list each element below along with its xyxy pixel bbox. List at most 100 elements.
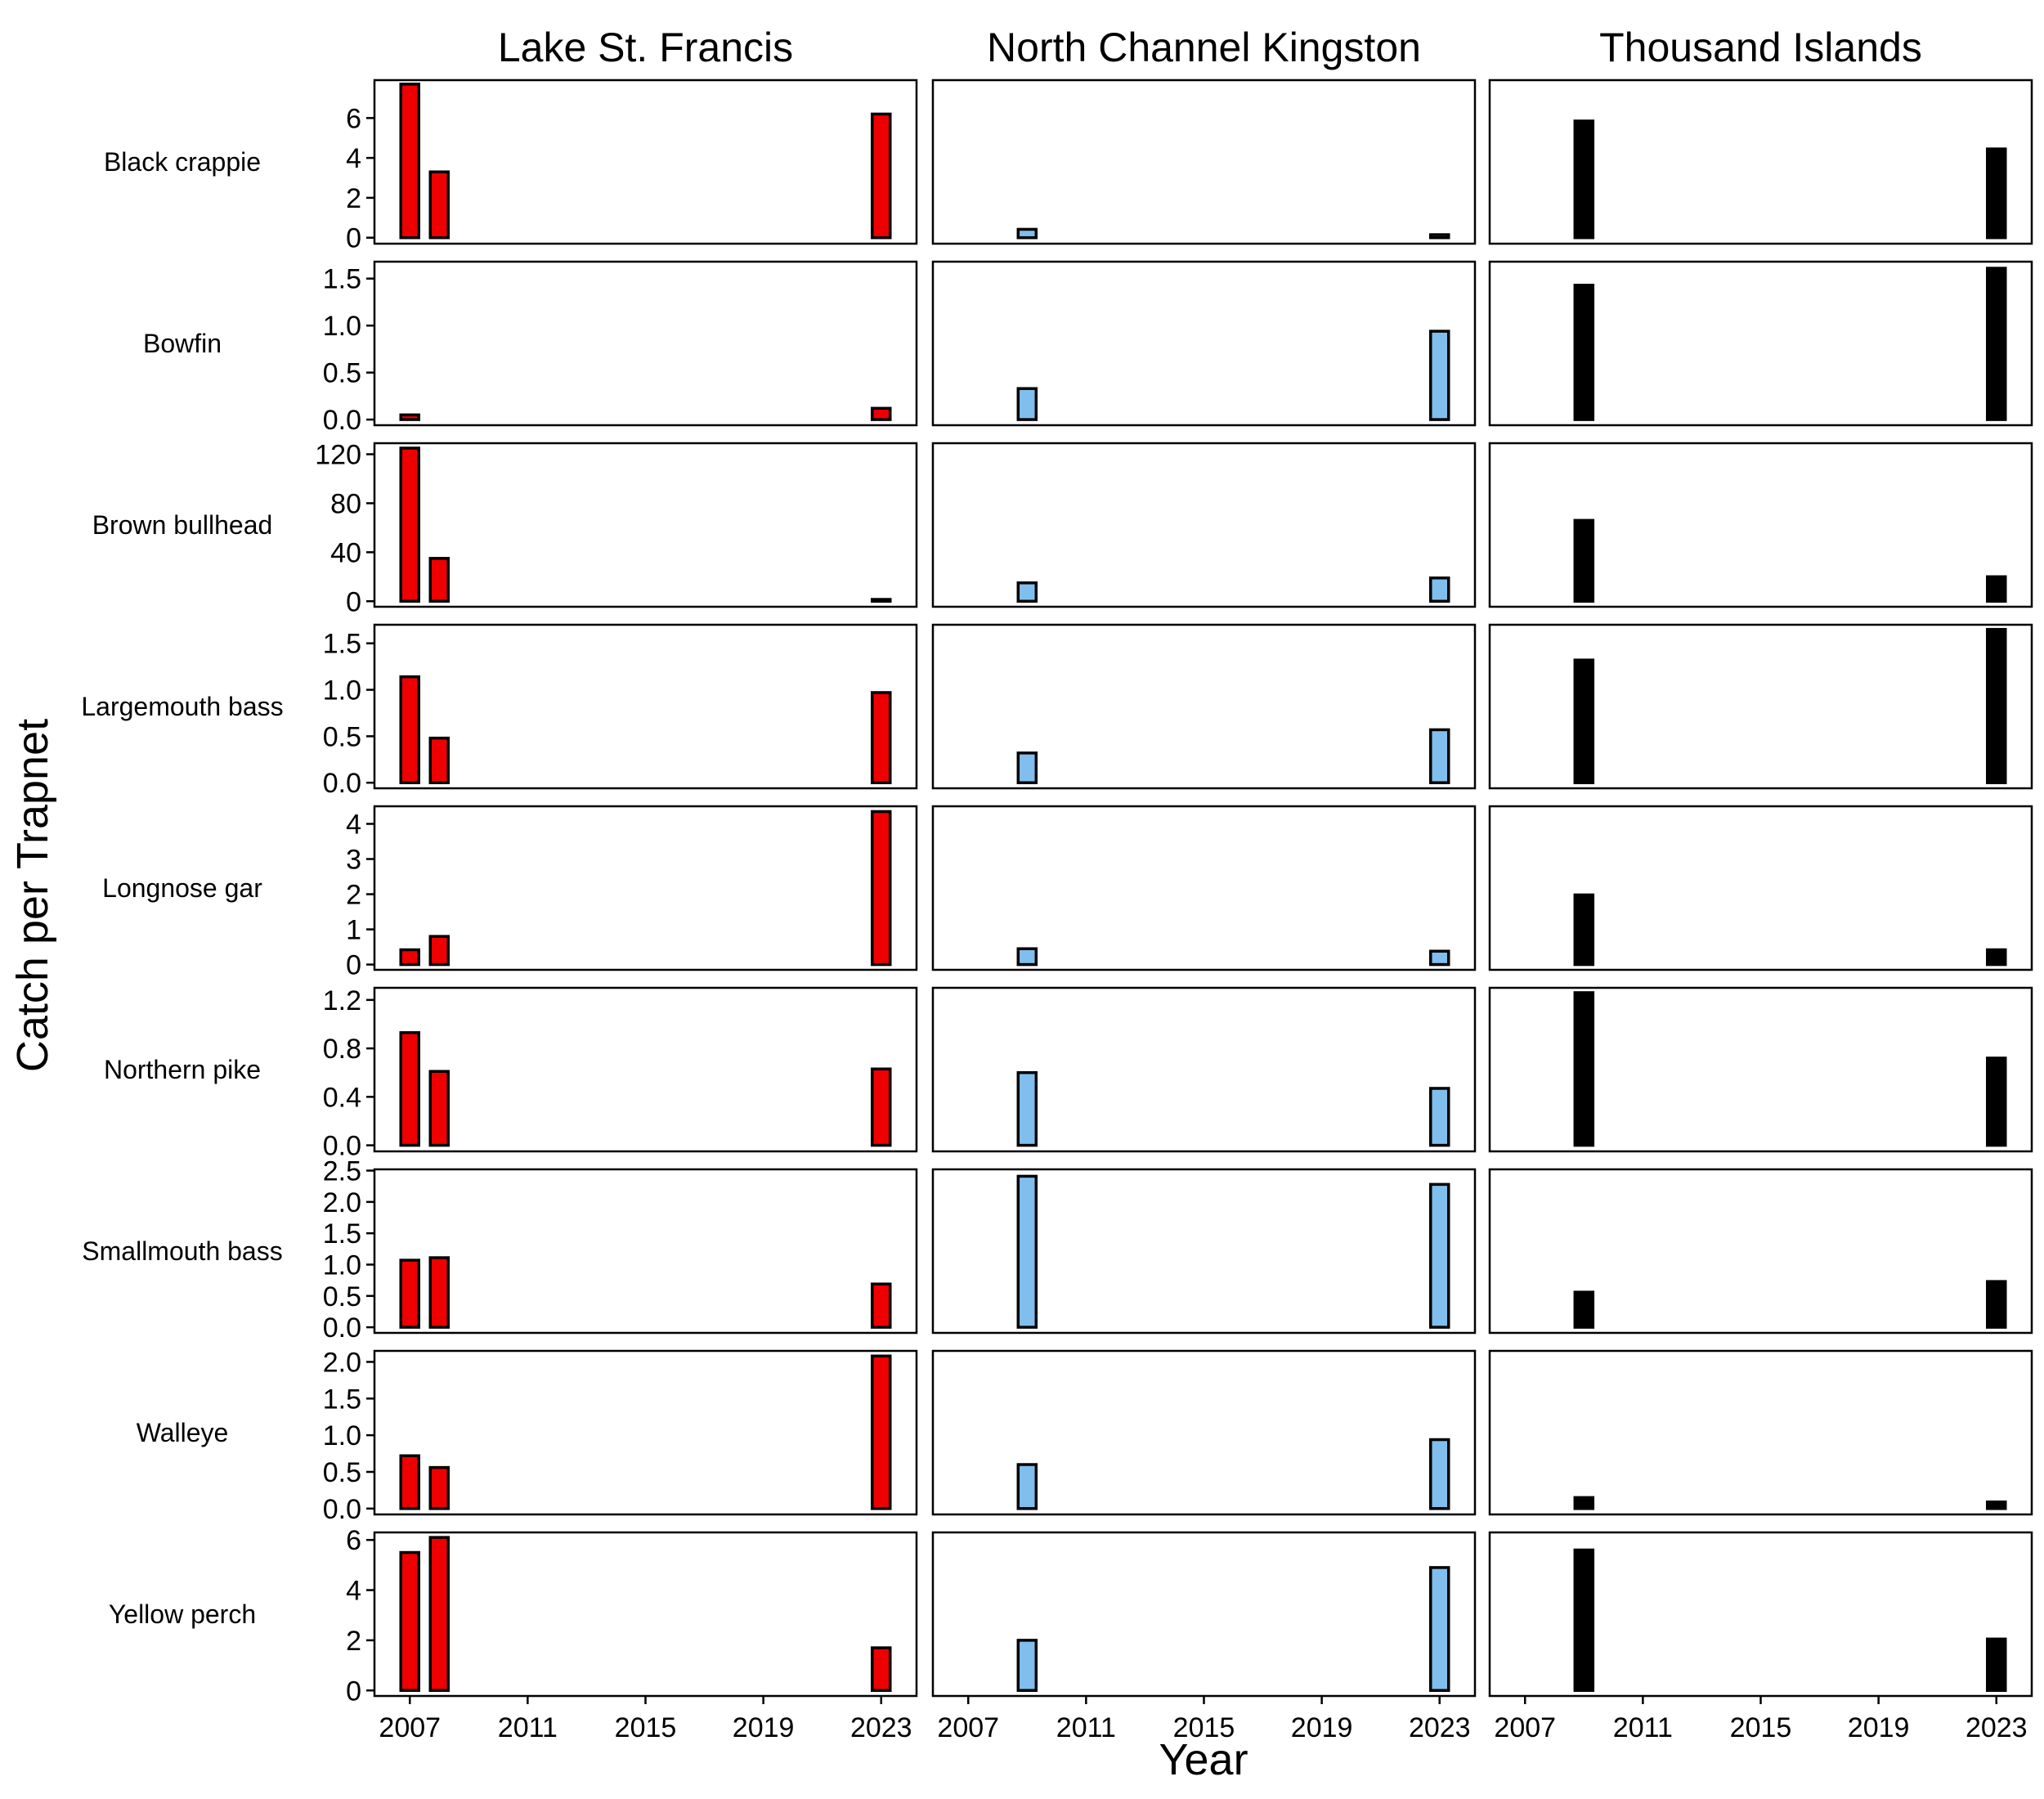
bar-northern-pike-lake-st-francis-2023 — [871, 1067, 892, 1147]
y-tick-label-bowfin: 0.5 — [323, 358, 361, 389]
bar-yellow-perch-lake-st-francis-2008 — [428, 1536, 450, 1693]
panel-frame — [1488, 623, 2033, 790]
bar-largemouth-bass-lake-st-francis-2008 — [428, 736, 450, 784]
panel-frame — [931, 986, 1477, 1153]
bar-smallmouth-bass-thousand-islands-2009 — [1573, 1290, 1595, 1329]
y-tick-label-smallmouth-bass: 2.5 — [323, 1156, 361, 1187]
panel-brown-bullhead-thousand-islands — [1488, 442, 2033, 608]
y-tick-label-smallmouth-bass: 1.0 — [323, 1249, 361, 1281]
panel-frame — [373, 79, 918, 245]
panel-frame — [1488, 1531, 2033, 1698]
bar-bowfin-lake-st-francis-2007 — [399, 413, 420, 421]
y-tick-label-yellow-perch: 4 — [346, 1576, 361, 1607]
panel-walleye-north-channel-kingston — [931, 1349, 1477, 1516]
row-label-longnose-gar: Longnose gar — [102, 873, 262, 903]
x-axes: 2007 2011 2015 2019 2023 2007 2011 2015 2019 2023… — [379, 1696, 2028, 1743]
panel-frame — [1488, 442, 2033, 608]
y-tick-label-bowfin: 0.0 — [323, 405, 361, 436]
panel-frame — [1488, 986, 2033, 1153]
bar-yellow-perch-lake-st-francis-2007 — [399, 1550, 420, 1693]
y-tick-label-yellow-perch: 0 — [346, 1676, 361, 1707]
bar-northern-pike-lake-st-francis-2008 — [428, 1070, 450, 1147]
bar-smallmouth-bass-north-channel-kingston-2023 — [1429, 1182, 1450, 1329]
y-tick-label-bowfin: 1.0 — [323, 311, 361, 342]
bar-longnose-gar-lake-st-francis-2007 — [399, 948, 420, 967]
y-tick-label-walleye: 1.0 — [323, 1420, 361, 1451]
y-tick-label-longnose-gar: 1 — [346, 915, 361, 946]
panel-longnose-gar-thousand-islands — [1488, 805, 2033, 971]
bar-black-crappie-lake-st-francis-2008 — [428, 170, 450, 240]
y-tick-label-brown-bullhead: 120 — [315, 439, 361, 470]
panel-frame — [373, 623, 918, 790]
x-tick-label-thousand-islands-2023: 2023 — [1966, 1712, 2028, 1743]
bar-largemouth-bass-thousand-islands-2009 — [1573, 658, 1595, 784]
x-tick-label-thousand-islands-2019: 2019 — [1848, 1712, 1910, 1743]
panel-frame — [931, 805, 1477, 971]
bar-bowfin-thousand-islands-2009 — [1573, 283, 1595, 421]
column-titles: Lake St. Francis North Channel Kingston Th… — [498, 25, 1922, 70]
panel-frame — [931, 623, 1477, 790]
panel-walleye-lake-st-francis — [373, 1349, 918, 1516]
bar-brown-bullhead-north-channel-kingston-2023 — [1429, 576, 1450, 603]
x-tick-label-lake-st-francis-2011: 2011 — [498, 1712, 558, 1743]
bar-bowfin-thousand-islands-2023 — [1986, 267, 2007, 421]
panel-frame — [1488, 1349, 2033, 1516]
y-tick-label-longnose-gar: 2 — [346, 880, 361, 911]
x-tick-label-north-channel-kingston-2011: 2011 — [1056, 1712, 1116, 1743]
bar-brown-bullhead-thousand-islands-2023 — [1986, 575, 2007, 603]
bar-smallmouth-bass-lake-st-francis-2023 — [871, 1282, 892, 1329]
y-tick-label-brown-bullhead: 0 — [346, 586, 361, 617]
bar-longnose-gar-north-channel-kingston-2009 — [1016, 947, 1038, 967]
bar-largemouth-bass-north-channel-kingston-2009 — [1016, 751, 1038, 784]
bar-smallmouth-bass-lake-st-francis-2007 — [399, 1258, 420, 1329]
bar-walleye-thousand-islands-2009 — [1573, 1496, 1595, 1510]
y-tick-label-northern-pike: 1.2 — [323, 985, 361, 1016]
panel-brown-bullhead-lake-st-francis — [373, 442, 918, 608]
y-axis-title: Catch per Trapnet — [8, 719, 57, 1072]
y-tick-label-longnose-gar: 3 — [346, 845, 361, 876]
row-label-black-crappie: Black crappie — [104, 147, 261, 177]
bar-longnose-gar-thousand-islands-2009 — [1573, 893, 1595, 967]
panel-frame — [931, 1531, 1477, 1698]
x-tick-label-north-channel-kingston-2019: 2019 — [1291, 1712, 1353, 1743]
bar-black-crappie-north-channel-kingston-2023 — [1429, 233, 1450, 240]
bar-walleye-north-channel-kingston-2023 — [1429, 1438, 1450, 1510]
bar-bowfin-lake-st-francis-2023 — [871, 406, 892, 421]
panel-frame — [1488, 805, 2033, 971]
y-tick-label-largemouth-bass: 0.0 — [323, 768, 361, 799]
bar-smallmouth-bass-lake-st-francis-2008 — [428, 1256, 450, 1329]
y-tick-label-longnose-gar: 4 — [346, 810, 361, 841]
column-title-lake-st-francis: Lake St. Francis — [498, 25, 793, 70]
bar-longnose-gar-thousand-islands-2023 — [1986, 948, 2007, 967]
panel-frame — [373, 260, 918, 427]
row-label-walleye: Walleye — [137, 1418, 229, 1447]
x-tick-label-thousand-islands-2011: 2011 — [1613, 1712, 1673, 1743]
panel-black-crappie-north-channel-kingston — [931, 79, 1477, 245]
row-label-brown-bullhead: Brown bullhead — [92, 510, 273, 540]
x-tick-label-north-channel-kingston-2015: 2015 — [1173, 1712, 1235, 1743]
panel-yellow-perch-thousand-islands — [1488, 1531, 2033, 1698]
bar-brown-bullhead-lake-st-francis-2007 — [399, 446, 420, 603]
panel-northern-pike-lake-st-francis — [373, 986, 918, 1153]
bar-smallmouth-bass-thousand-islands-2023 — [1986, 1280, 2007, 1329]
bar-longnose-gar-north-channel-kingston-2023 — [1429, 949, 1450, 967]
x-tick-label-lake-st-francis-2015: 2015 — [615, 1712, 677, 1743]
bar-black-crappie-lake-st-francis-2007 — [399, 83, 420, 240]
bar-brown-bullhead-lake-st-francis-2008 — [428, 557, 450, 603]
row-label-yellow-perch: Yellow perch — [109, 1599, 256, 1629]
y-tick-label-smallmouth-bass: 2.0 — [323, 1187, 361, 1218]
y-tick-label-yellow-perch: 2 — [346, 1626, 361, 1657]
panel-bowfin-lake-st-francis — [373, 260, 918, 427]
y-tick-label-walleye: 2.0 — [323, 1347, 361, 1378]
y-tick-label-brown-bullhead: 80 — [330, 488, 361, 519]
panel-frame — [931, 79, 1477, 245]
y-tick-label-black-crappie: 4 — [346, 143, 361, 174]
panel-smallmouth-bass-lake-st-francis — [373, 1168, 918, 1335]
y-tick-label-largemouth-bass: 0.5 — [323, 721, 361, 752]
panel-frame — [1488, 1168, 2033, 1335]
bar-black-crappie-north-channel-kingston-2009 — [1016, 227, 1038, 240]
bar-black-crappie-thousand-islands-2023 — [1986, 147, 2007, 240]
bar-longnose-gar-lake-st-francis-2023 — [871, 810, 892, 967]
panel-frame — [373, 1531, 918, 1698]
